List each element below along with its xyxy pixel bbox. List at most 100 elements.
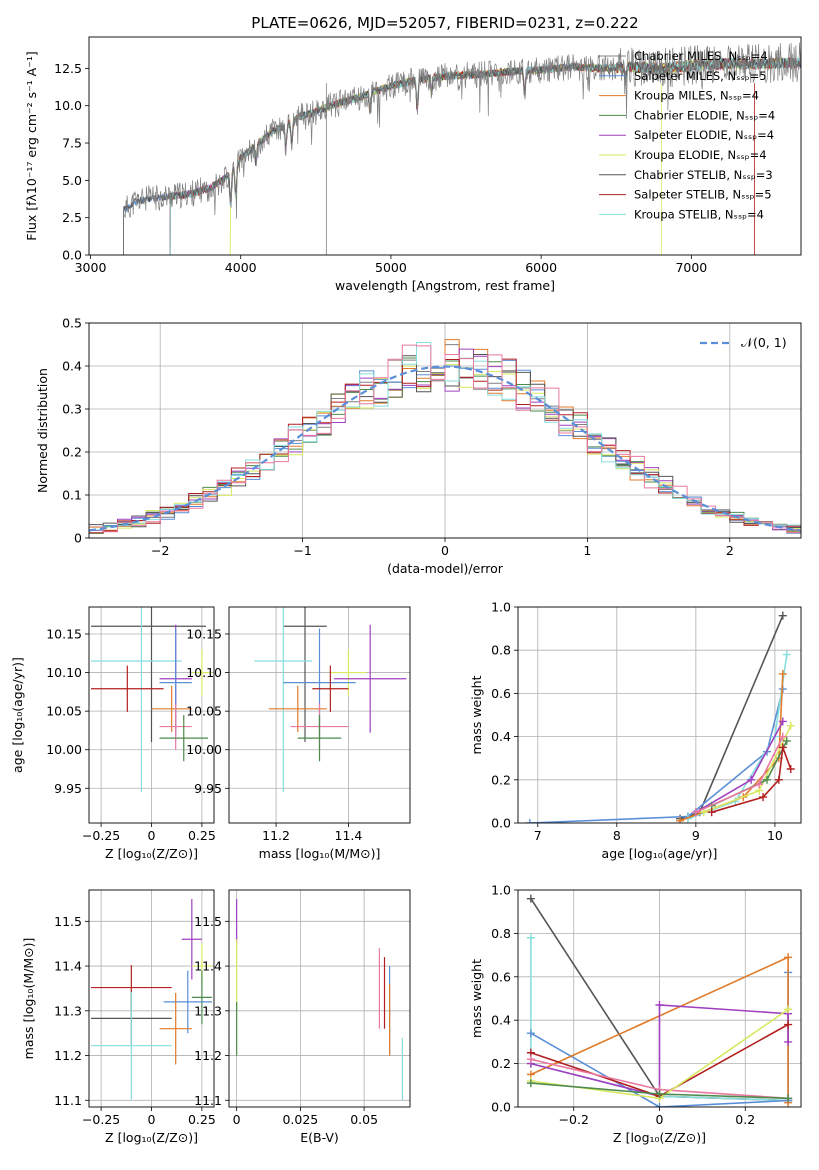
weight-marker — [774, 775, 783, 784]
weight-marker — [782, 650, 791, 659]
legend-label: Salpeter STELIB, Nₛₛₚ=5 — [634, 188, 772, 202]
y-axis-label: Flux [fλ10⁻¹⁷ erg cm⁻² s⁻¹ A⁻¹] — [24, 51, 39, 240]
y-tick-label: 0.8 — [491, 926, 511, 941]
y-tick-label: 11.1 — [194, 1093, 222, 1108]
x-tick-label: 0.2 — [735, 1112, 755, 1127]
x-tick-label: 4000 — [225, 260, 257, 275]
y-tick-label: 10.00 — [186, 742, 222, 757]
plot-area — [229, 607, 410, 823]
x-tick-label: −2 — [151, 543, 169, 558]
legend-label: 𝒩(0, 1) — [741, 335, 787, 350]
y-tick-label: 11.5 — [54, 914, 82, 929]
errorbar-point — [191, 649, 212, 696]
y-axis-label: mass [log₁₀(M/M⊙)] — [21, 938, 36, 1060]
errorbar-point — [159, 992, 192, 1065]
weight-marker — [778, 611, 787, 620]
chart-mass_vs_ebv: 0 0.025 0.05 11.1 11.2 11.3 11.4 11.5 E(B-V) — [194, 889, 411, 1145]
errorbar-point — [163, 970, 212, 1034]
x-tick-label: −0.25 — [82, 828, 120, 843]
weight-series — [526, 1079, 793, 1103]
y-tick-label: 11.2 — [54, 1048, 82, 1063]
plot-area — [518, 607, 801, 823]
errorbar-point — [333, 624, 407, 733]
y-tick-label: 9.95 — [54, 781, 82, 796]
weight-series — [691, 732, 787, 817]
y-tick-label: 11.4 — [54, 959, 82, 974]
legend-label: Salpeter ELODIE, Nₛₛₚ=4 — [634, 128, 774, 142]
weight-marker — [786, 765, 795, 773]
y-tick-label: 0.4 — [491, 1013, 511, 1028]
weight-marker — [782, 736, 791, 745]
weight-marker — [763, 775, 772, 784]
errorbar-point — [91, 607, 182, 793]
x-axis-label: Z [log₁₀(Z/Z⊙)] — [105, 846, 198, 861]
axes: 11.2 11.4 9.95 10.00 10.05 10.10 10.15 mass [lo… — [186, 606, 411, 861]
y-tick-label: 0.6 — [491, 686, 511, 701]
weight-marker — [691, 808, 700, 817]
y-tick-label: 11.1 — [54, 1093, 82, 1108]
x-tick-label: 0 — [441, 543, 449, 558]
plot-area — [89, 323, 801, 538]
grid — [229, 890, 410, 1107]
x-tick-label: 0.25 — [188, 1112, 216, 1127]
weight-marker — [778, 669, 787, 678]
x-tick-label: 3000 — [75, 260, 107, 275]
x-tick-label: −0.2 — [559, 1112, 589, 1127]
x-tick-label: 7 — [534, 828, 542, 843]
legend-label: Chabrier STELIB, Nₛₛₚ=3 — [634, 168, 773, 182]
x-tick-label: 0.05 — [350, 1112, 378, 1127]
weight-series — [707, 743, 795, 817]
y-tick-label: 11.3 — [194, 1003, 222, 1018]
y-tick-label: 0.2 — [491, 772, 511, 787]
chart-mass_vs_Z: −0.25 0 0.25 11.1 11.2 11.3 11.4 11.5 Z [log₁₀(Z… — [21, 889, 216, 1145]
weight-marker — [759, 793, 768, 802]
y-tick-label: 10.05 — [186, 704, 222, 719]
y-tick-label: 0.5 — [62, 316, 82, 331]
x-tick-label: 10 — [767, 828, 783, 843]
weight-marker — [655, 1089, 664, 1098]
x-tick-label: 9 — [692, 828, 700, 843]
y-axis-label: Normed distribution — [35, 368, 50, 493]
axes: −0.25 0 0.25 9.95 10.00 10.05 10.10 10.15 Z [log… — [10, 606, 216, 861]
errorbar-point — [91, 665, 164, 712]
axes: −0.25 0 0.25 11.1 11.2 11.3 11.4 11.5 Z [log₁₀(Z… — [21, 889, 216, 1145]
y-tick-label: 0.3 — [62, 402, 82, 417]
weight-marker — [526, 894, 535, 903]
weight-marker — [778, 732, 787, 741]
x-tick-label: 2 — [726, 543, 734, 558]
x-axis-label: Z [log₁₀(Z/Z⊙)] — [613, 1130, 706, 1145]
axes: 7 8 9 10 0.0 0.2 0.4 0.6 0.8 1.0 age [log₁₀(age/yr… — [469, 600, 802, 861]
y-tick-label: 11.4 — [194, 959, 222, 974]
y-tick-label: 0.0 — [491, 816, 511, 831]
y-tick-label: 0.1 — [62, 488, 82, 503]
x-tick-label: 0 — [148, 828, 156, 843]
weight-marker — [526, 1055, 535, 1064]
chart-weight_vs_Z: −0.2 0 0.2 0.0 0.2 0.4 0.6 0.8 1.0 Z [log₁₀(Z/Z⊙)… — [469, 883, 802, 1145]
x-axis-label: Z [log₁₀(Z/Z⊙)] — [105, 1130, 198, 1145]
x-tick-label: 0 — [148, 1112, 156, 1127]
errorbar-point — [312, 665, 349, 712]
errorbar-point — [268, 685, 327, 732]
weight-marker — [525, 819, 534, 823]
y-tick-label: 11.2 — [194, 1048, 222, 1063]
axes: 3000 4000 5000 6000 7000 0.0 2.5 5.0 7.5 10.0 12.5… — [24, 36, 802, 293]
y-tick-label: 0.8 — [491, 643, 511, 658]
x-tick-label: 0.25 — [188, 828, 216, 843]
y-tick-label: 0.2 — [62, 445, 82, 460]
chart-age_vs_mass: 11.2 11.4 9.95 10.00 10.05 10.10 10.15 mass [lo… — [186, 606, 411, 861]
x-tick-label: 0 — [233, 1112, 241, 1127]
errorbar-point — [330, 649, 367, 696]
histogram-step — [89, 344, 801, 534]
plot-area — [123, 42, 801, 255]
weight-line — [530, 1004, 789, 1098]
errorbar-point — [91, 992, 172, 1100]
x-tick-label: 0 — [656, 1112, 664, 1127]
chart-weight_vs_age: 7 8 9 10 0.0 0.2 0.4 0.6 0.8 1.0 age [log₁₀(age/yr… — [469, 600, 802, 861]
weight-marker — [784, 953, 793, 962]
y-tick-label: 10.0 — [54, 98, 82, 113]
y-tick-label: 0.0 — [62, 248, 82, 263]
grid — [518, 607, 801, 823]
weight-marker — [655, 1103, 664, 1107]
y-tick-label: 0.2 — [491, 1056, 511, 1071]
